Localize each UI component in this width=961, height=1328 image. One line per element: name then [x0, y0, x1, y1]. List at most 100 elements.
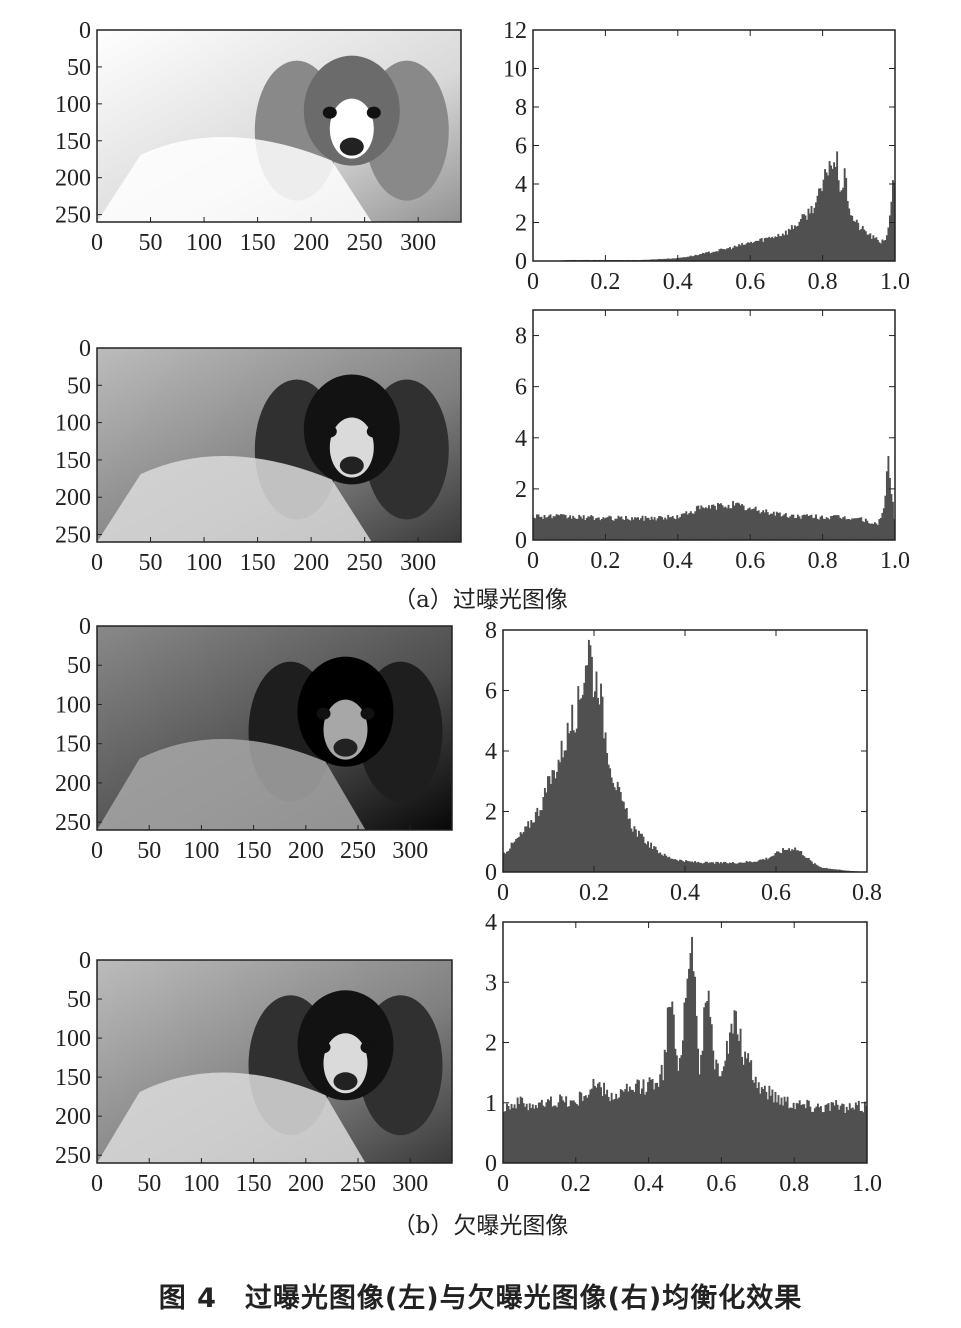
- histogram-bar: [712, 862, 715, 872]
- histogram-bar: [797, 1103, 800, 1163]
- histogram-bar: [835, 1100, 838, 1163]
- histogram-bar: [525, 1103, 528, 1163]
- x-tick-label: 50: [137, 1171, 161, 1197]
- histogram-bar: [680, 1055, 683, 1163]
- histogram-bar: [625, 808, 628, 872]
- histogram-bar: [782, 848, 784, 872]
- histogram-bar: [775, 237, 778, 261]
- histogram-bar: [581, 1100, 584, 1163]
- histogram-bar: [735, 503, 738, 540]
- histogram-bar: [686, 978, 689, 1163]
- histogram-bar: [586, 1097, 589, 1163]
- histogram-bar: [530, 820, 533, 872]
- histogram-bar: [780, 235, 783, 261]
- histogram-bar: [873, 522, 876, 540]
- histogram-bar: [813, 863, 816, 872]
- histogram-bar: [826, 1104, 828, 1163]
- histogram-bar: [753, 508, 756, 540]
- histogram-bar: [732, 501, 735, 540]
- histogram-bar: [756, 511, 759, 540]
- histogram-bar: [641, 1088, 643, 1163]
- histogram-bar: [729, 508, 731, 540]
- histogram-bar: [785, 849, 788, 872]
- histogram-bar: [648, 1077, 651, 1163]
- panel-b-left-bottom: 0 50 100 150 200 250 300 0 50 100 150 200 250: [55, 948, 453, 1197]
- histogram-bar: [848, 519, 851, 540]
- histogram-bar: [631, 517, 633, 540]
- histogram-bar: [618, 787, 621, 872]
- histogram-bar: [821, 515, 823, 540]
- dog-nose: [339, 137, 364, 156]
- histogram-bar: [534, 1104, 537, 1163]
- histogram-bar: [507, 850, 510, 872]
- histogram-bar: [828, 519, 831, 540]
- histogram-bar: [674, 1048, 677, 1163]
- histogram-bar: [793, 225, 796, 261]
- histogram-bar: [571, 704, 574, 872]
- x-tick-label: 50: [137, 838, 161, 864]
- histogram-bar: [637, 517, 639, 540]
- y-tick-label: 4: [485, 910, 497, 936]
- histogram-bar: [587, 516, 590, 540]
- histogram-bar: [677, 518, 680, 540]
- histogram-bar: [589, 1089, 592, 1163]
- histogram-bar: [824, 519, 827, 540]
- histogram-bar: [587, 639, 590, 872]
- histogram-bar: [695, 862, 698, 872]
- histogram-bar: [771, 236, 774, 261]
- histogram-bar: [881, 239, 884, 261]
- histogram-bar: [623, 519, 626, 540]
- histogram-bar: [689, 952, 692, 1163]
- histogram-bar: [821, 191, 823, 261]
- histogram-bar: [753, 242, 756, 261]
- histogram-bar: [821, 1112, 824, 1163]
- histogram-bar: [771, 1089, 774, 1163]
- x-tick-label: 150: [240, 230, 276, 256]
- histogram-bar: [842, 870, 845, 872]
- histogram-bar: [624, 808, 627, 872]
- histogram-bar: [516, 1097, 519, 1163]
- histogram-bar: [701, 863, 704, 872]
- histogram-bar: [580, 1092, 583, 1163]
- histogram-bar: [798, 1100, 801, 1163]
- histogram-bar: [748, 861, 751, 872]
- histogram-bar: [845, 519, 848, 540]
- histogram-bar: [695, 255, 698, 261]
- x-tick-label: 100: [186, 230, 222, 256]
- histogram-bar: [545, 517, 547, 540]
- histogram-bar: [683, 257, 686, 261]
- histogram-bar: [786, 849, 789, 872]
- x-tick-label: 0.2: [590, 548, 620, 574]
- histogram-bar: [635, 517, 638, 540]
- histogram-bar: [745, 510, 748, 540]
- histogram-bar: [580, 698, 583, 872]
- histogram-bar: [788, 1108, 791, 1163]
- histogram-bar: [735, 863, 737, 872]
- histogram-bar: [638, 519, 641, 540]
- histogram-bar: [744, 244, 747, 261]
- histogram-bar: [860, 228, 863, 261]
- histogram-bar: [668, 517, 671, 540]
- histogram-bar: [516, 837, 519, 872]
- histogram-bar: [800, 1105, 803, 1163]
- histogram-bar: [528, 1103, 531, 1163]
- histogram-bar: [689, 511, 692, 540]
- histogram-bar: [732, 1033, 734, 1163]
- image-frame: [96, 625, 453, 831]
- panel-b-left-top: 0 50 100 150 200 250 300 0 50 100 150 200 250: [55, 614, 453, 864]
- histogram-bar: [854, 221, 857, 261]
- histogram-bar: [738, 244, 741, 261]
- histogram-bar: [568, 1106, 571, 1163]
- histogram-bar: [712, 504, 715, 540]
- histogram-bar: [812, 213, 814, 261]
- x-tick-label: 0.4: [670, 880, 700, 906]
- histogram-bar: [809, 515, 811, 540]
- histogram-bar: [672, 859, 675, 872]
- histogram-bar: [530, 1108, 533, 1163]
- histogram-bar: [777, 512, 780, 540]
- histogram-bar: [534, 518, 537, 540]
- histogram-bar: [559, 762, 562, 872]
- x-tick-label: 0.4: [663, 548, 693, 574]
- histogram-bar: [534, 812, 537, 872]
- panel-a-left-bottom: 0 50 100 150 200 250 300 0 50 100 150 200 250: [55, 336, 462, 576]
